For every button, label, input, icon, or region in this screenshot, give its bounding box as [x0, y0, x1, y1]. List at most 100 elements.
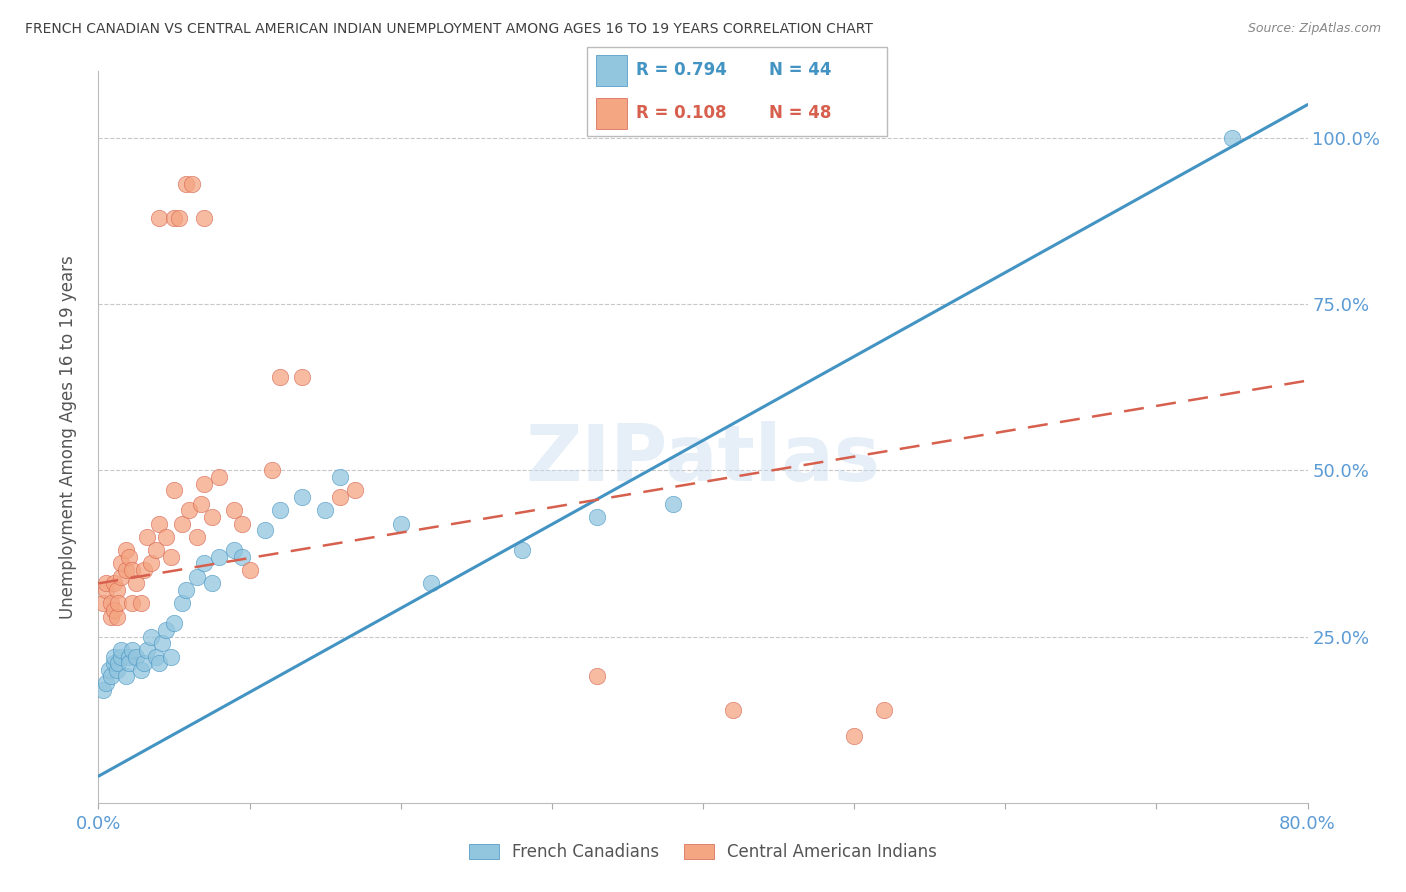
Point: [329, 470, 352, 484]
Point: [510, 543, 533, 558]
Point: [186, 530, 208, 544]
Point: [114, 669, 136, 683]
Point: [269, 370, 291, 384]
Point: [132, 563, 155, 577]
Point: [314, 503, 336, 517]
Point: [91, 596, 114, 610]
FancyBboxPatch shape: [596, 55, 627, 86]
Point: [253, 523, 276, 537]
Point: [103, 603, 125, 617]
Text: Source: ZipAtlas.com: Source: ZipAtlas.com: [1247, 22, 1381, 36]
Point: [114, 563, 136, 577]
Point: [103, 576, 125, 591]
Point: [224, 503, 246, 517]
FancyBboxPatch shape: [586, 47, 887, 136]
Point: [723, 703, 745, 717]
Text: ZIPatlas: ZIPatlas: [526, 421, 880, 497]
Point: [150, 636, 173, 650]
Point: [129, 663, 152, 677]
Point: [844, 729, 866, 743]
Point: [135, 643, 157, 657]
Point: [167, 211, 190, 225]
Point: [181, 178, 204, 192]
Point: [114, 543, 136, 558]
Point: [141, 630, 163, 644]
Point: [190, 497, 212, 511]
Point: [105, 663, 128, 677]
Point: [186, 570, 208, 584]
Point: [91, 682, 114, 697]
Point: [118, 549, 141, 564]
Point: [135, 530, 157, 544]
Point: [291, 370, 314, 384]
Point: [163, 483, 186, 498]
Point: [107, 656, 129, 670]
Point: [179, 503, 201, 517]
Point: [94, 576, 117, 591]
Text: N = 48: N = 48: [769, 104, 831, 122]
Point: [224, 543, 246, 558]
Point: [121, 596, 143, 610]
FancyBboxPatch shape: [596, 98, 627, 129]
Point: [100, 609, 122, 624]
Point: [163, 616, 186, 631]
Point: [174, 178, 197, 192]
Point: [155, 623, 177, 637]
Point: [148, 516, 170, 531]
Point: [110, 643, 132, 657]
Point: [103, 649, 125, 664]
Point: [121, 563, 143, 577]
Point: [155, 530, 177, 544]
Point: [231, 549, 253, 564]
Point: [586, 509, 609, 524]
Point: [100, 669, 122, 683]
Point: [125, 576, 148, 591]
Point: [110, 557, 132, 571]
Point: [148, 656, 170, 670]
Point: [873, 703, 896, 717]
Point: [193, 476, 215, 491]
Point: [344, 483, 367, 498]
Y-axis label: Unemployment Among Ages 16 to 19 years: Unemployment Among Ages 16 to 19 years: [59, 255, 77, 619]
Text: N = 44: N = 44: [769, 62, 831, 79]
Point: [160, 649, 183, 664]
Point: [107, 596, 129, 610]
Point: [329, 490, 352, 504]
Point: [105, 582, 128, 597]
Point: [105, 609, 128, 624]
Point: [160, 549, 183, 564]
Point: [291, 490, 314, 504]
Point: [269, 503, 291, 517]
Point: [100, 596, 122, 610]
Point: [389, 516, 412, 531]
Point: [98, 663, 121, 677]
Point: [145, 543, 167, 558]
Point: [132, 656, 155, 670]
Point: [661, 497, 683, 511]
Point: [262, 463, 284, 477]
Point: [148, 211, 170, 225]
Point: [170, 516, 193, 531]
Point: [201, 509, 224, 524]
Point: [121, 643, 143, 657]
Point: [103, 656, 125, 670]
Point: [145, 649, 167, 664]
Point: [110, 649, 132, 664]
Point: [118, 649, 141, 664]
Text: FRENCH CANADIAN VS CENTRAL AMERICAN INDIAN UNEMPLOYMENT AMONG AGES 16 TO 19 YEAR: FRENCH CANADIAN VS CENTRAL AMERICAN INDI…: [25, 22, 873, 37]
Point: [420, 576, 443, 591]
Point: [125, 649, 148, 664]
Point: [94, 676, 117, 690]
Legend: French Canadians, Central American Indians: French Canadians, Central American India…: [463, 837, 943, 868]
Point: [193, 557, 215, 571]
Point: [170, 596, 193, 610]
Point: [141, 557, 163, 571]
Point: [163, 211, 186, 225]
Point: [193, 211, 215, 225]
Point: [174, 582, 197, 597]
Point: [94, 582, 117, 597]
Text: R = 0.794: R = 0.794: [636, 62, 727, 79]
Point: [586, 669, 609, 683]
Point: [118, 656, 141, 670]
Point: [1220, 131, 1243, 145]
